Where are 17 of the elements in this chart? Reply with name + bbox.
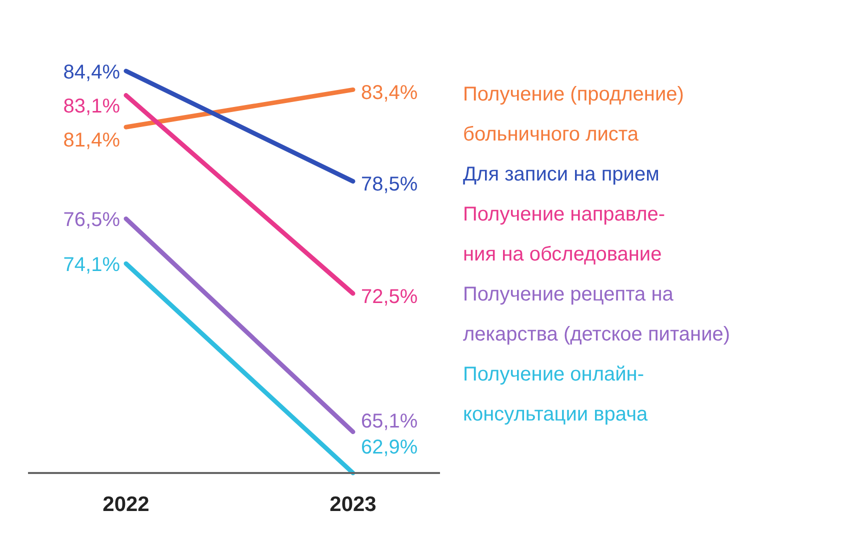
data-label: 83,4% [361,82,418,104]
data-label: 84,4% [63,61,120,84]
text: Получение рецепта на лекарства (детское питание) [463,284,730,346]
data-label: 78,5% [361,174,418,196]
data-label: 81,4% [63,129,120,152]
data-label: 62,9% [361,436,418,458]
data-label: 76,5% [63,208,120,231]
x-tick-label: 2023 [330,493,376,516]
text: Получение онлайн- консультации врача [463,364,648,426]
data-label: 74,1% [63,254,120,276]
text: Для записи на прием [463,164,660,186]
text: Получение (продление) больничного листа [463,84,684,146]
data-label: 83,1% [63,95,120,118]
x-tick-label: 2022 [102,493,150,516]
text: Получение направле- ния на обследование [463,204,666,266]
data-label: 72,5% [361,286,418,308]
data-label: 65,1% [361,410,418,432]
